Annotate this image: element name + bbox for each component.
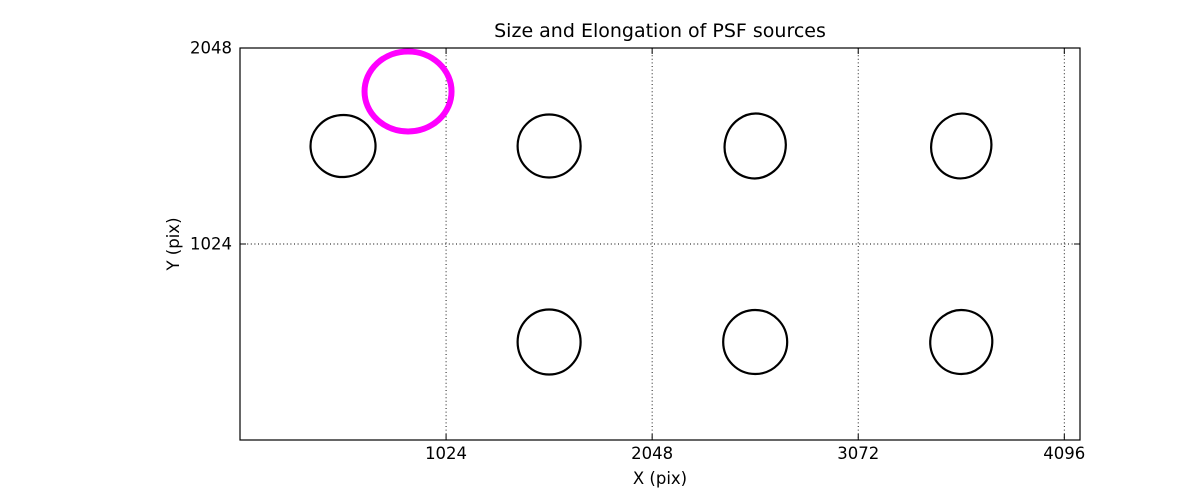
y-axis-label: Y (pix) [164, 217, 183, 271]
psf-source-ellipse [722, 308, 789, 376]
psf-source-ellipse [929, 308, 994, 376]
y-tick-label-1024: 1024 [190, 235, 232, 254]
x-tick-label-1024: 1024 [425, 444, 467, 463]
x-tick-label-3072: 3072 [837, 444, 879, 463]
x-tick-label-4096: 4096 [1043, 444, 1085, 463]
chart-title: Size and Elongation of PSF sources [494, 20, 826, 42]
y-tick-label-2048: 2048 [190, 39, 232, 58]
psf-source-ellipse [723, 112, 787, 180]
highlighted-source-ellipse [361, 48, 455, 135]
psf-source-ellipse [516, 113, 582, 179]
x-tick-label-2048: 2048 [631, 444, 673, 463]
psf-source-ellipse [930, 112, 993, 180]
psf-source-ellipse [516, 308, 582, 376]
x-axis-label: X (pix) [632, 469, 688, 488]
psf-source-ellipse [309, 113, 377, 179]
axes-border [239, 47, 1081, 441]
